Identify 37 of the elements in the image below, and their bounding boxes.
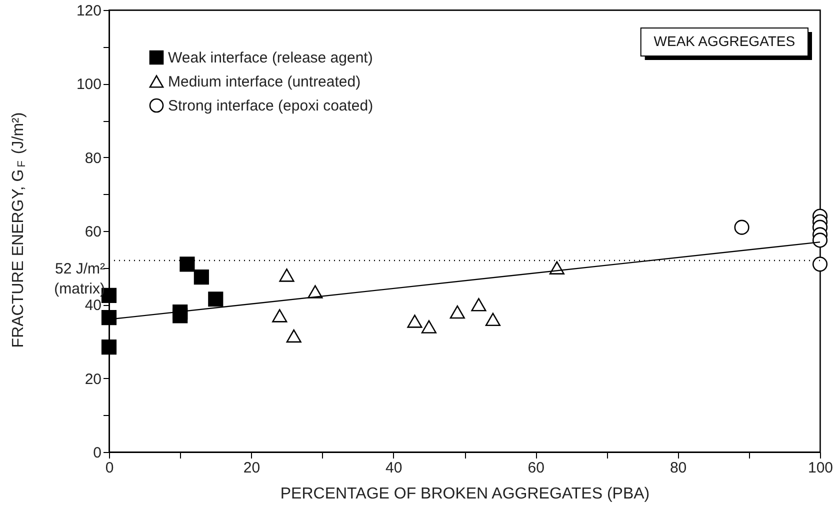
point — [272, 309, 288, 322]
y-tick-label: 80 — [84, 150, 102, 167]
point — [421, 320, 436, 334]
point — [194, 270, 209, 285]
y-tick-label: 20 — [84, 370, 102, 388]
annotation: WEAK AGGREGATES — [654, 33, 796, 49]
point — [450, 305, 465, 319]
ref-line-label: 52 J/m² (matrix) — [54, 260, 105, 298]
x-axis-title: PERCENTAGE OF BROKEN AGGREGATES (PBA) — [280, 486, 650, 502]
point — [471, 298, 486, 312]
point — [734, 220, 750, 235]
y-axis-title: FRACTURE ENERGY, GF (J/m²) — [10, 112, 28, 348]
legend-label: Strong interface (epoxi coated) — [168, 98, 374, 114]
point — [172, 304, 188, 320]
x-tick-label: 80 — [670, 460, 687, 476]
y-tick-label: 120 — [76, 2, 102, 20]
y-tick-label: 100 — [76, 76, 102, 94]
x-tick-label: 0 — [105, 460, 114, 476]
y-tick-label: 60 — [84, 224, 102, 240]
point — [485, 312, 500, 326]
point — [286, 329, 302, 343]
point — [180, 256, 195, 272]
legend-label: Weak interface (release agent) — [168, 50, 373, 66]
point — [279, 268, 294, 282]
x-tick-label: 20 — [243, 460, 260, 476]
y-tick-label: 0 — [93, 444, 102, 462]
point — [208, 292, 224, 307]
point — [101, 339, 117, 355]
x-tick-label: 60 — [528, 460, 544, 476]
point — [812, 256, 828, 272]
x-tick-label: 100 — [808, 460, 834, 476]
x-tick-label: 40 — [386, 460, 402, 476]
point — [407, 314, 422, 328]
point — [101, 310, 117, 326]
legend-label: Medium interface (untreated) — [168, 74, 361, 90]
y-tick-label: 40 — [84, 297, 102, 314]
point — [812, 232, 828, 248]
